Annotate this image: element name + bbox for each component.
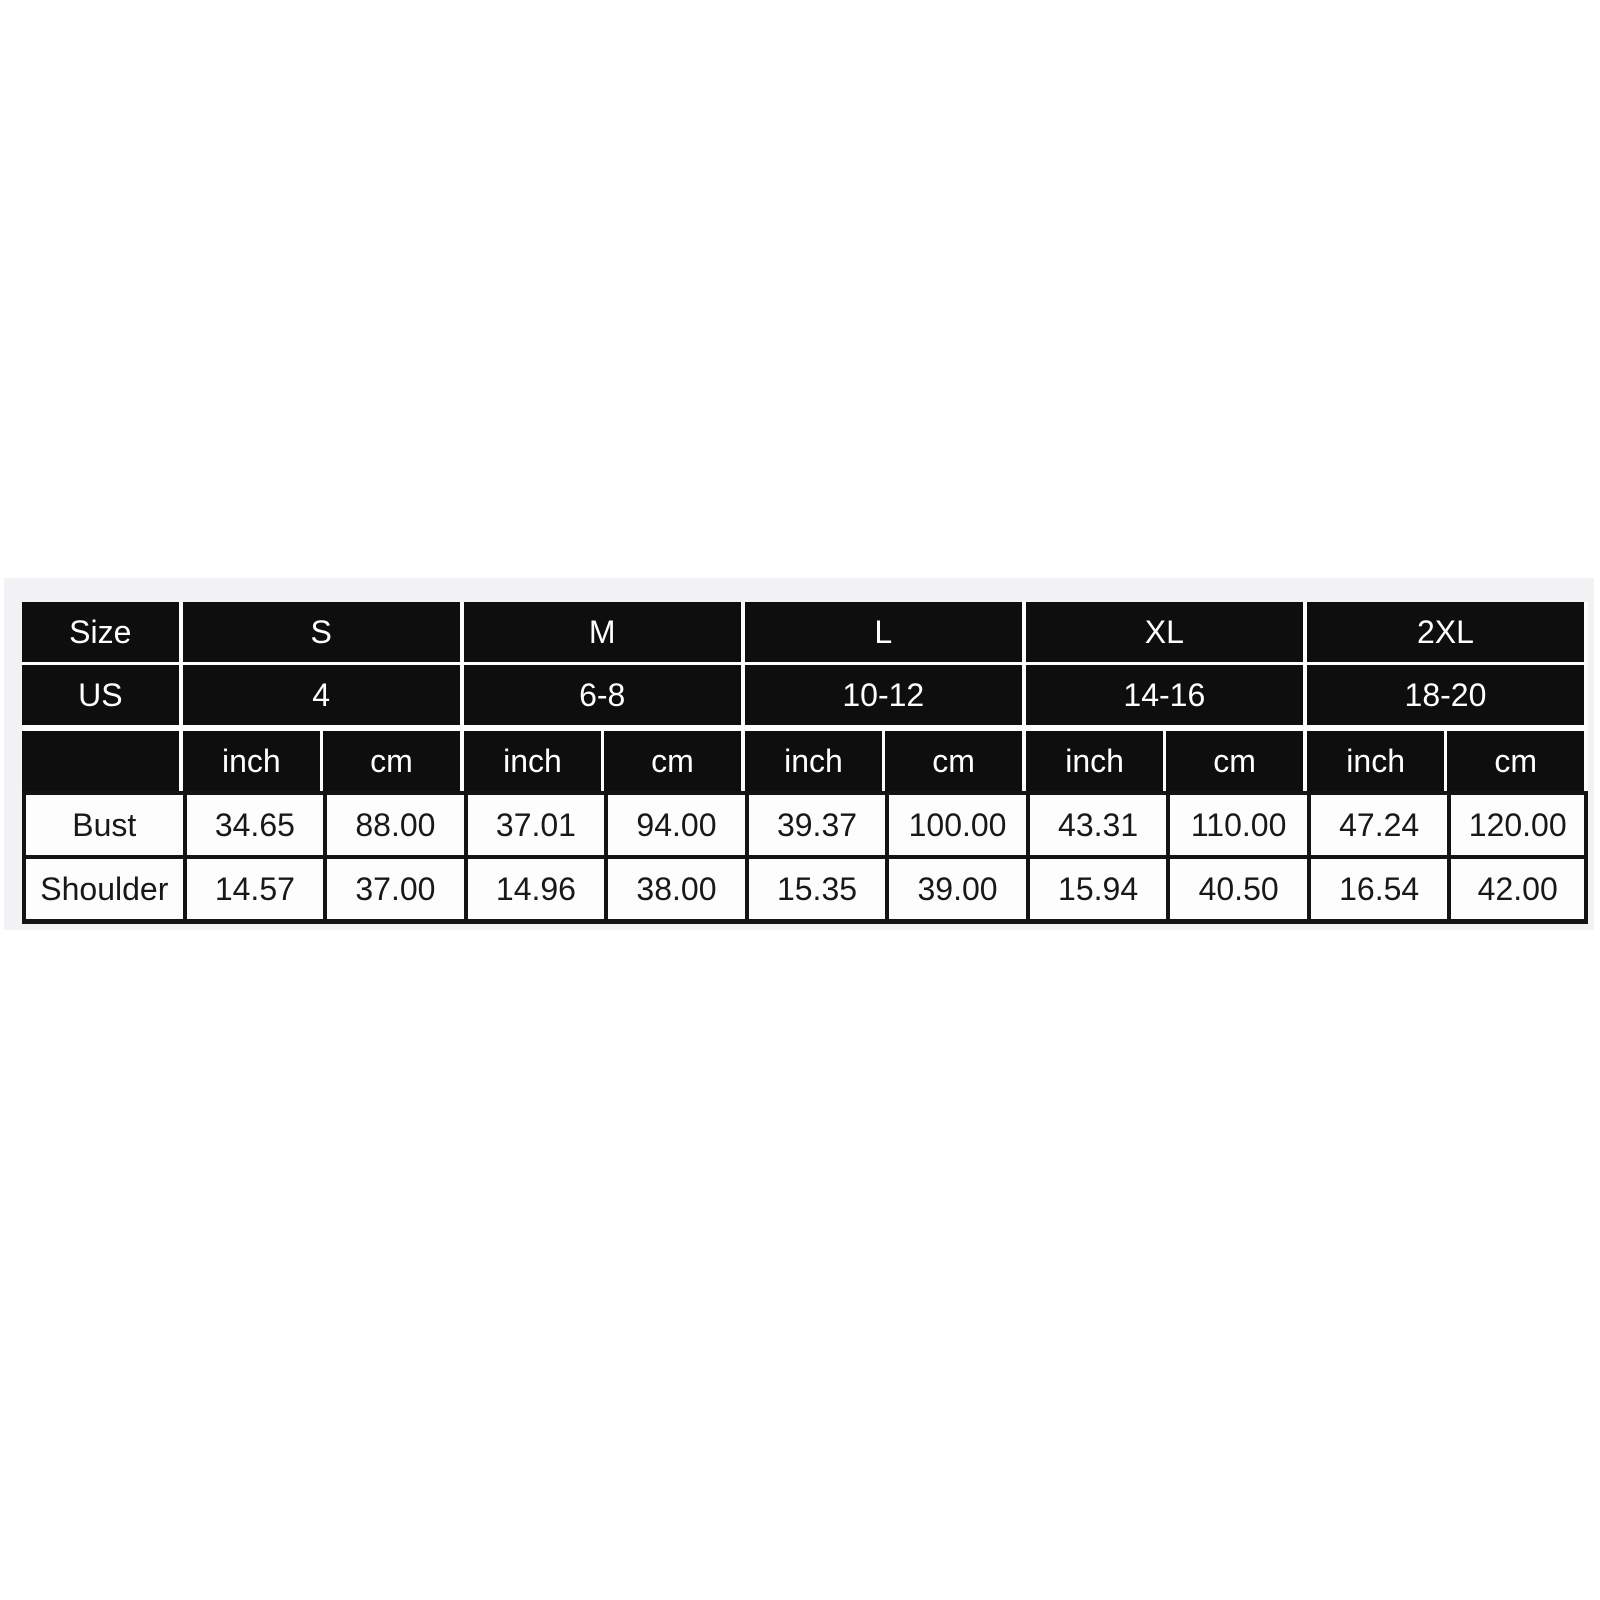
header-cell-size-m: M (463, 602, 745, 662)
unit-cell-xl-cm: cm (1166, 725, 1307, 791)
header-cell-us-m: 6-8 (463, 662, 745, 725)
row-label-bust: Bust (22, 791, 183, 855)
unit-cell-s-cm: cm (323, 725, 464, 791)
header-cell-size-l: L (744, 602, 1026, 662)
data-cell-shoulder-l-cm: 39.00 (885, 855, 1026, 924)
data-cell-bust-xl-cm: 110.00 (1166, 791, 1307, 855)
data-cell-bust-2xl-inch: 47.24 (1306, 791, 1448, 855)
data-cell-bust-l-cm: 100.00 (885, 791, 1026, 855)
header-cell-us-s: 4 (182, 662, 464, 725)
header-cell-units-blank (22, 725, 183, 791)
unit-cell-m-inch: inch (463, 725, 605, 791)
data-cell-bust-l-inch: 39.37 (744, 791, 886, 855)
data-cell-shoulder-m-cm: 38.00 (604, 855, 745, 924)
header-cell-size-2xl: 2XL (1306, 602, 1588, 662)
header-cell-us-2xl: 18-20 (1306, 662, 1588, 725)
unit-cell-s-inch: inch (182, 725, 324, 791)
data-cell-bust-s-cm: 88.00 (323, 791, 464, 855)
data-cell-shoulder-s-cm: 37.00 (323, 855, 464, 924)
unit-cell-l-cm: cm (885, 725, 1026, 791)
unit-cell-xl-inch: inch (1025, 725, 1167, 791)
data-row-bust: Bust 34.65 88.00 37.01 94.00 39.37 100.0… (22, 791, 1588, 855)
data-cell-bust-m-cm: 94.00 (604, 791, 745, 855)
header-cell-size-s: S (182, 602, 464, 662)
header-row-size: Size S M L XL 2XL (22, 602, 1588, 662)
data-cell-shoulder-xl-cm: 40.50 (1166, 855, 1307, 924)
unit-cell-m-cm: cm (604, 725, 745, 791)
header-cell-size-label: Size (22, 602, 183, 662)
data-cell-bust-xl-inch: 43.31 (1025, 791, 1167, 855)
data-cell-shoulder-s-inch: 14.57 (182, 855, 324, 924)
data-cell-shoulder-2xl-inch: 16.54 (1306, 855, 1448, 924)
header-row-us: US 4 6-8 10-12 14-16 18-20 (22, 662, 1588, 725)
unit-cell-2xl-inch: inch (1306, 725, 1448, 791)
data-cell-shoulder-xl-inch: 15.94 (1025, 855, 1167, 924)
size-chart-panel: Size S M L XL 2XL US 4 6-8 10-12 14-16 1… (4, 578, 1594, 930)
data-cell-bust-m-inch: 37.01 (463, 791, 605, 855)
header-cell-size-xl: XL (1025, 602, 1307, 662)
data-cell-shoulder-l-inch: 15.35 (744, 855, 886, 924)
data-cell-shoulder-m-inch: 14.96 (463, 855, 605, 924)
row-label-shoulder: Shoulder (22, 855, 183, 924)
header-row-units: inch cm inch cm inch cm inch cm inch cm (22, 725, 1588, 791)
data-cell-shoulder-2xl-cm: 42.00 (1447, 855, 1588, 924)
data-row-shoulder: Shoulder 14.57 37.00 14.96 38.00 15.35 3… (22, 855, 1588, 924)
header-cell-us-xl: 14-16 (1025, 662, 1307, 725)
data-cell-bust-2xl-cm: 120.00 (1447, 791, 1588, 855)
header-cell-us-l: 10-12 (744, 662, 1026, 725)
header-cell-us-label: US (22, 662, 183, 725)
data-cell-bust-s-inch: 34.65 (182, 791, 324, 855)
unit-cell-l-inch: inch (744, 725, 886, 791)
unit-cell-2xl-cm: cm (1447, 725, 1588, 791)
size-chart-table: Size S M L XL 2XL US 4 6-8 10-12 14-16 1… (22, 602, 1588, 924)
